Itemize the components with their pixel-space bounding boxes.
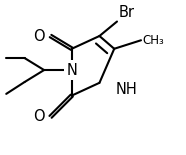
Text: O: O <box>33 109 45 124</box>
Text: N: N <box>66 63 77 78</box>
Text: CH₃: CH₃ <box>143 34 165 47</box>
Text: Br: Br <box>119 5 135 20</box>
Text: NH: NH <box>115 82 137 97</box>
Text: O: O <box>33 29 45 44</box>
